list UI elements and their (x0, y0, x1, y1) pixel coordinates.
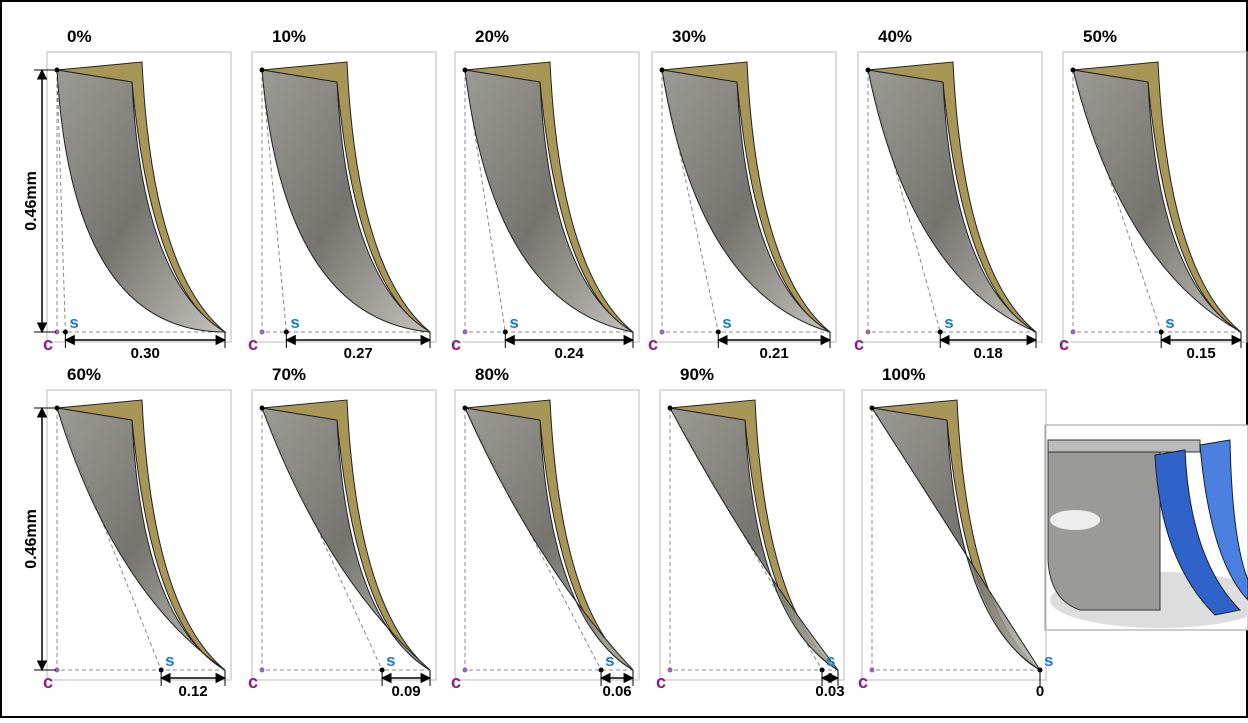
panel: 90% c s 0.03 (656, 365, 845, 700)
panel: 100% c s0 (858, 365, 1053, 700)
point (463, 406, 468, 411)
panel: 30% c s 0.21 (648, 27, 836, 362)
c-label: c (43, 672, 53, 692)
panel: 20% c s 0.24 (451, 27, 639, 362)
height-label: 0.46mm (23, 509, 40, 569)
panel: 70% c s 0.09 (248, 365, 436, 700)
c-label: c (858, 672, 868, 692)
figure: 0%cs0.3010%cs0.2720%cs0.2430%cs0.2140%cs… (0, 0, 1248, 718)
panel: 10% c s 0.27 (248, 27, 436, 362)
point-c (870, 668, 875, 673)
offset-label: 0.27 (344, 345, 373, 362)
point-c (866, 330, 871, 335)
panel: 50% c s 0.15 (1059, 27, 1247, 362)
point (660, 68, 665, 73)
panel-label: 0% (67, 27, 92, 46)
point (1071, 68, 1076, 73)
offset-label: 0.24 (555, 345, 585, 362)
point-c (660, 330, 665, 335)
point (260, 68, 265, 73)
panel: 60% c s0.12 (43, 365, 231, 700)
offset-label: 0.21 (760, 345, 789, 362)
s-label: s (722, 313, 731, 332)
offset-label: 0.06 (602, 683, 631, 700)
s-label: s (386, 651, 395, 670)
s-label: s (69, 313, 78, 332)
s-label: s (1165, 313, 1174, 332)
point (260, 406, 265, 411)
offset-label: 0 (1036, 683, 1044, 700)
point-c (260, 668, 265, 673)
panel: 40% c s 0.18 (854, 27, 1042, 362)
render-3d (1045, 425, 1248, 630)
s-label: s (826, 651, 835, 670)
panel: 0% cs 0.30 (43, 27, 231, 362)
point-c (463, 330, 468, 335)
offset-label: 0.15 (1186, 345, 1215, 362)
panel-label: 70% (272, 365, 306, 384)
s-label: s (290, 313, 299, 332)
s-label: s (509, 313, 518, 332)
s-label: s (1044, 651, 1053, 670)
s-label: s (165, 651, 174, 670)
panel-label: 10% (272, 27, 306, 46)
panel: 80% c s 0.06 (451, 365, 639, 700)
panel-label: 80% (475, 365, 509, 384)
c-label: c (451, 672, 461, 692)
c-label: c (248, 672, 258, 692)
point-c (668, 668, 673, 673)
point (668, 406, 673, 411)
offset-label: 0.09 (391, 683, 420, 700)
s-label: s (944, 313, 953, 332)
offset-label: 0.30 (131, 345, 160, 362)
height-label: 0.46mm (23, 171, 40, 231)
point-c (463, 668, 468, 673)
point (866, 68, 871, 73)
c-label: c (1059, 334, 1069, 354)
panel-label: 60% (67, 365, 101, 384)
offset-label: 0.18 (974, 345, 1003, 362)
panel-label: 50% (1083, 27, 1117, 46)
panel-label: 40% (878, 27, 912, 46)
c-label: c (854, 334, 864, 354)
c-label: c (451, 334, 461, 354)
c-label: c (248, 334, 258, 354)
panel-label: 30% (672, 27, 706, 46)
s-label: s (605, 651, 614, 670)
point-c (1071, 330, 1076, 335)
c-label: c (43, 334, 53, 354)
panel-label: 100% (882, 365, 925, 384)
point (463, 68, 468, 73)
offset-label: 0.03 (815, 683, 844, 700)
c-label: c (656, 672, 666, 692)
point-c (260, 330, 265, 335)
panel-label: 20% (475, 27, 509, 46)
offset-label: 0.12 (178, 683, 207, 700)
point (870, 406, 875, 411)
c-label: c (648, 334, 658, 354)
panel-label: 90% (680, 365, 714, 384)
